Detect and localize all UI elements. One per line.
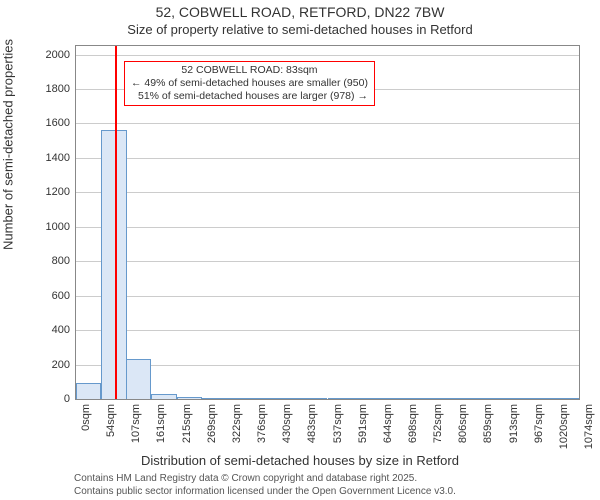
gridline — [76, 296, 579, 297]
x-axis-label: Distribution of semi-detached houses by … — [0, 453, 600, 468]
x-tick-label: 161sqm — [155, 404, 167, 443]
x-tick-label: 430sqm — [281, 404, 293, 443]
x-tick-label: 752sqm — [432, 404, 444, 443]
y-tick-label: 1200 — [20, 186, 70, 198]
histogram-bar — [177, 397, 202, 399]
histogram-bar — [428, 398, 453, 399]
histogram-bar — [202, 398, 227, 399]
x-tick-label: 1020sqm — [558, 404, 570, 449]
y-tick-label: 600 — [20, 290, 70, 302]
title-line2: Size of property relative to semi-detach… — [0, 22, 600, 37]
histogram-bar — [378, 398, 403, 399]
histogram-bar — [227, 398, 252, 399]
x-tick-label: 913sqm — [508, 404, 520, 443]
x-tick-label: 591sqm — [357, 404, 369, 443]
y-tick-label: 0 — [20, 393, 70, 405]
y-tick-label: 1600 — [20, 117, 70, 129]
x-tick-label: 806sqm — [457, 404, 469, 443]
histogram-bar — [277, 398, 302, 399]
histogram-bar — [504, 398, 529, 399]
chart-title: 52, COBWELL ROAD, RETFORD, DN22 7BW Size… — [0, 4, 600, 37]
gridline — [76, 365, 579, 366]
histogram-bar — [529, 398, 554, 399]
histogram-bar — [554, 398, 579, 399]
histogram-bar — [302, 398, 327, 399]
x-tick-label: 967sqm — [533, 404, 545, 443]
y-tick-label: 800 — [20, 255, 70, 267]
histogram-bar — [403, 398, 428, 399]
gridline — [76, 330, 579, 331]
histogram-bar — [126, 359, 151, 399]
y-tick-label: 2000 — [20, 49, 70, 61]
x-tick-label: 269sqm — [206, 404, 218, 443]
gridline — [76, 55, 579, 56]
x-tick-label: 698sqm — [407, 404, 419, 443]
x-tick-label: 1074sqm — [583, 404, 595, 449]
footer-line1: Contains HM Land Registry data © Crown c… — [74, 473, 456, 486]
attribution-footer: Contains HM Land Registry data © Crown c… — [74, 473, 456, 498]
y-tick-label: 1400 — [20, 152, 70, 164]
x-tick-label: 644sqm — [382, 404, 394, 443]
gridline — [76, 227, 579, 228]
annotation-box: 52 COBWELL ROAD: 83sqm← 49% of semi-deta… — [124, 61, 375, 106]
gridline — [76, 261, 579, 262]
x-tick-label: 215sqm — [181, 404, 193, 443]
x-tick-label: 0sqm — [80, 404, 92, 431]
footer-line2: Contains public sector information licen… — [74, 486, 456, 499]
y-tick-label: 200 — [20, 359, 70, 371]
gridline — [76, 192, 579, 193]
histogram-bar — [328, 398, 353, 399]
property-marker-line — [115, 46, 117, 399]
x-tick-label: 859sqm — [482, 404, 494, 443]
histogram-bar — [353, 398, 378, 399]
annotation-line: 52 COBWELL ROAD: 83sqm — [131, 64, 368, 77]
histogram-bar — [76, 383, 101, 399]
y-tick-label: 1000 — [20, 221, 70, 233]
histogram-bar — [453, 398, 478, 399]
x-tick-label: 322sqm — [231, 404, 243, 443]
annotation-line: 51% of semi-detached houses are larger (… — [131, 90, 368, 103]
y-tick-label: 1800 — [20, 83, 70, 95]
title-line1: 52, COBWELL ROAD, RETFORD, DN22 7BW — [0, 4, 600, 20]
histogram-bar — [252, 398, 277, 399]
histogram-bar — [478, 398, 503, 399]
x-tick-label: 54sqm — [105, 404, 117, 437]
x-tick-label: 537sqm — [332, 404, 344, 443]
gridline — [76, 158, 579, 159]
plot-area: 52 COBWELL ROAD: 83sqm← 49% of semi-deta… — [75, 45, 580, 400]
histogram-bar — [151, 394, 176, 399]
x-tick-label: 376sqm — [256, 404, 268, 443]
y-tick-label: 400 — [20, 324, 70, 336]
gridline — [76, 123, 579, 124]
annotation-line: ← 49% of semi-detached houses are smalle… — [131, 77, 368, 90]
y-axis-label: Number of semi-detached properties — [1, 39, 16, 250]
x-tick-label: 483sqm — [306, 404, 318, 443]
x-tick-label: 107sqm — [130, 404, 142, 443]
